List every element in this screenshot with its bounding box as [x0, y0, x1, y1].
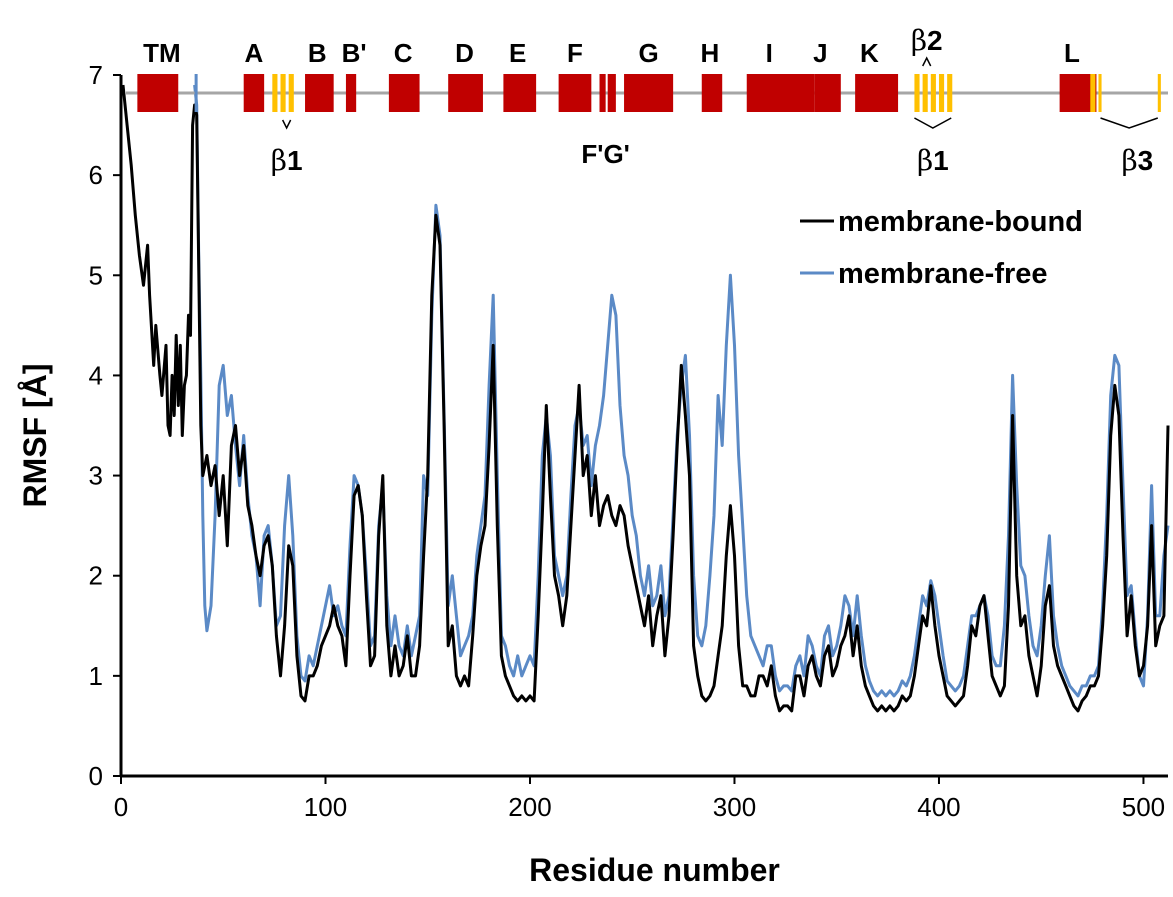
- helix-block: [746, 74, 815, 112]
- helix-block: [814, 74, 841, 112]
- strand-block: [914, 74, 920, 112]
- legend-label-membrane-bound: membrane-bound: [838, 206, 1083, 238]
- strand-label-number: 1: [287, 145, 303, 176]
- strand-block: [922, 74, 928, 112]
- y-tick-label: 4: [89, 360, 103, 390]
- helix-block: [503, 74, 537, 112]
- x-tick-label: 0: [114, 792, 128, 822]
- strand-block: [930, 74, 936, 112]
- strand-label-symbol: β: [911, 24, 927, 57]
- x-tick-label: 100: [304, 792, 347, 822]
- strand-label-number: 3: [1138, 145, 1154, 176]
- strand-block: [1090, 74, 1096, 112]
- helix-block: [345, 74, 357, 112]
- strand-label-symbol: β: [271, 144, 287, 177]
- series-line-membrane-bound: [121, 84, 1170, 713]
- helix-label: B: [308, 38, 327, 68]
- strand-block: [947, 74, 953, 112]
- helix-label: F: [567, 38, 583, 68]
- helix-label: H: [701, 38, 720, 68]
- strand-label-symbol: β: [917, 144, 933, 177]
- helix-block: [599, 74, 606, 112]
- strand-bracket: [914, 117, 952, 129]
- strand-block: [280, 74, 286, 112]
- y-axis-title: RMSF [Å]: [17, 364, 53, 508]
- helix-block: [607, 74, 616, 112]
- series-lines: [121, 84, 1170, 713]
- helix-label: L: [1064, 38, 1080, 68]
- strand-caret: [281, 119, 292, 130]
- legend: membrane-bound membrane-free: [800, 206, 1083, 290]
- helix-block: [558, 74, 592, 112]
- helix-block: [388, 74, 420, 112]
- helix-label: I: [766, 38, 773, 68]
- y-tick-label: 7: [89, 60, 103, 90]
- helix-block: [305, 74, 334, 112]
- x-tick-label: 500: [1122, 792, 1165, 822]
- axes: [113, 74, 1168, 784]
- tm-marker: [194, 74, 198, 112]
- strand-label-number: 1: [933, 145, 949, 176]
- helix-block: [448, 74, 483, 112]
- y-tick-label: 2: [89, 561, 103, 591]
- helix-label: E: [509, 38, 526, 68]
- y-tick-label: 0: [89, 761, 103, 791]
- strand-label: β1: [271, 144, 303, 177]
- legend-label-membrane-free: membrane-free: [838, 258, 1048, 290]
- x-tick-label: 300: [713, 792, 756, 822]
- strand-label-number: 2: [927, 25, 943, 56]
- x-tick-label: 200: [508, 792, 551, 822]
- strand-block: [938, 74, 945, 112]
- helix-label: B': [342, 38, 367, 68]
- strand-label-symbol: β: [1121, 144, 1137, 177]
- helix-block: [137, 74, 179, 112]
- helix-label: J: [813, 38, 827, 68]
- strand-label: β2: [911, 24, 943, 57]
- helix-label: TM: [143, 38, 181, 68]
- strand-label: β3: [1121, 144, 1153, 177]
- helix-label: C: [394, 38, 413, 68]
- helix-block: [624, 74, 674, 112]
- helix-block: [243, 74, 265, 112]
- y-tick-label: 3: [89, 461, 103, 491]
- strand-caret: [922, 56, 932, 67]
- y-tick-label: 1: [89, 661, 103, 691]
- y-tick-label: 5: [89, 260, 103, 290]
- strand-block: [272, 74, 278, 112]
- x-tick-label: 400: [917, 792, 960, 822]
- strand-block: [1098, 74, 1102, 112]
- x-axis-title: Residue number: [529, 852, 780, 888]
- tick-labels: 0 1 2 3 4 5 6 7 0 100 200 300 400 500: [89, 60, 1166, 822]
- y-tick-label: 6: [89, 160, 103, 190]
- helix-label: A: [245, 38, 264, 68]
- strand-block: [288, 74, 294, 112]
- helix-label: D: [455, 38, 474, 68]
- helix-label: G: [638, 38, 658, 68]
- helix-label: F'G': [581, 139, 629, 169]
- helix-label: K: [860, 38, 879, 68]
- strand-block: [1157, 74, 1161, 112]
- helix-block: [701, 74, 723, 112]
- strand-label: β1: [917, 144, 949, 177]
- strand-bracket: [1100, 117, 1159, 129]
- helix-block: [855, 74, 899, 112]
